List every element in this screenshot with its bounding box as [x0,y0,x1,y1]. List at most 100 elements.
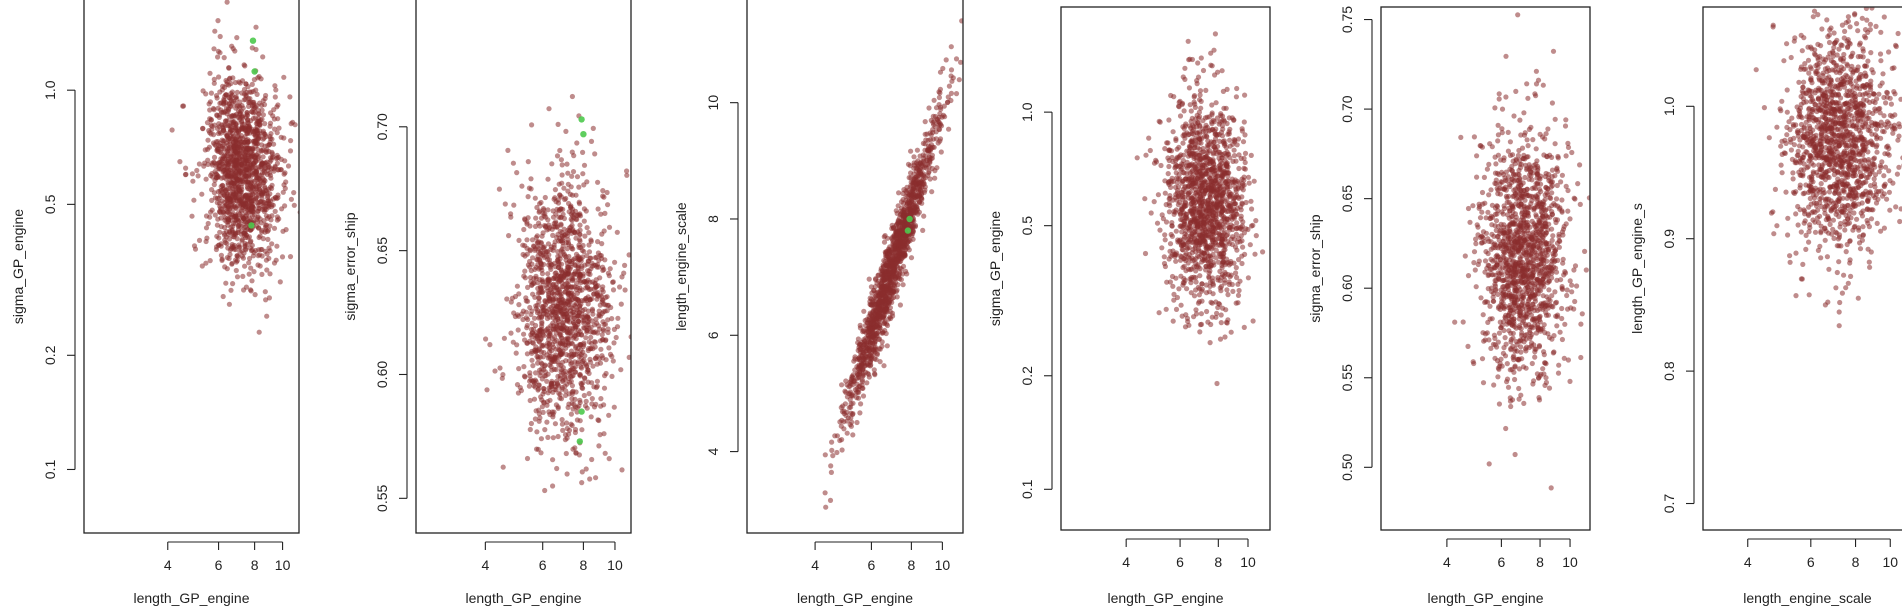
scatter-point [225,123,231,129]
scatter-point [238,139,244,145]
highlight-point [906,215,913,223]
scatter-point [559,162,565,168]
scatter-point [1238,155,1244,162]
scatter-point [602,450,608,456]
scatter-point [1166,209,1172,215]
scatter-point [554,153,561,159]
scatter-point [889,260,896,266]
scatter-point [905,198,911,204]
scatter-point [541,261,547,267]
scatter-point [223,187,229,193]
scatter-point [599,241,605,247]
scatter-point [206,144,212,150]
scatter-point [601,228,607,234]
scatter-point [521,373,528,379]
scatter-point [218,215,224,221]
scatter-point [255,214,261,220]
scatter-point [857,410,863,416]
scatter-point [548,266,554,272]
scatter-point [948,44,954,50]
x-tick-label: 4 [481,557,489,573]
scatter-point [937,122,943,128]
scatter-point [274,214,280,220]
scatter-point [234,89,240,95]
scatter-point [855,336,862,342]
scatter-point [249,172,255,178]
scatter-point [555,433,561,440]
scatter-point [260,154,266,160]
scatter-point [594,296,600,302]
scatter-point [209,171,215,177]
scatter-point [891,256,897,262]
scatter-point [1246,180,1252,186]
scatter-point [530,340,537,346]
scatter-point [272,208,278,214]
scatter-point [602,210,608,216]
scatter-point [589,380,595,386]
scatter-point [288,138,294,144]
panel-1-x-axis: 4 6 8 10 [164,541,291,573]
scatter-point [536,295,542,301]
scatter-point [274,243,280,249]
scatter-point [281,135,287,141]
scatter-point [220,125,226,131]
scatter-point [569,173,575,179]
scatter-point [577,231,583,237]
scatter-point [540,279,546,285]
scatter-point [183,165,189,171]
scatter-point [194,167,200,174]
scatter-point [946,126,952,132]
scatter-point [524,237,530,243]
scatter-point [605,317,611,323]
scatter-point [253,87,259,93]
scatter-point [272,126,278,132]
scatter-point [577,222,583,228]
scatter-point [262,96,268,102]
panel-1-points [169,0,299,335]
scatter-point [237,153,243,159]
scatter-point [1175,184,1182,190]
scatter-point [273,194,279,201]
scatter-point [248,218,254,224]
scatter-point [546,277,552,283]
scatter-point [569,192,576,198]
scatter-point [561,251,567,257]
scatter-point [526,185,533,191]
scatter-point [510,160,516,166]
scatter-point [1214,380,1220,387]
scatter-point [590,125,596,131]
scatter-point [267,271,273,277]
scatter-point [937,69,944,75]
x-tick-label: 8 [251,557,259,573]
scatter-point [852,387,859,393]
scatter-point [283,227,289,233]
scatter-point [557,373,563,379]
scatter-point [516,302,522,308]
scatter-point [1173,228,1179,234]
scatter-point [568,328,575,334]
scatter-point [1206,270,1212,276]
scatter-point [1159,212,1165,218]
scatter-point [265,142,271,148]
scatter-point [574,280,580,286]
scatter-point [593,475,599,481]
scatter-point [528,176,534,182]
scatter-point [846,391,852,397]
scatter-point [229,157,235,163]
scatter-point [282,185,288,191]
scatter-point [222,118,229,124]
scatter-point [220,209,226,215]
scatter-point [888,277,894,283]
scatter-point [274,130,280,136]
scatter-point [533,264,539,270]
scatter-point [492,368,498,374]
scatter-point [1242,92,1248,98]
scatter-point [558,369,564,375]
scatter-point [1166,163,1172,170]
scatter-point [576,269,582,275]
scatter-point [514,342,520,348]
scatter-point [287,148,294,154]
scatter-point [606,412,612,418]
scatter-point [231,234,237,240]
scatter-point [892,271,898,277]
